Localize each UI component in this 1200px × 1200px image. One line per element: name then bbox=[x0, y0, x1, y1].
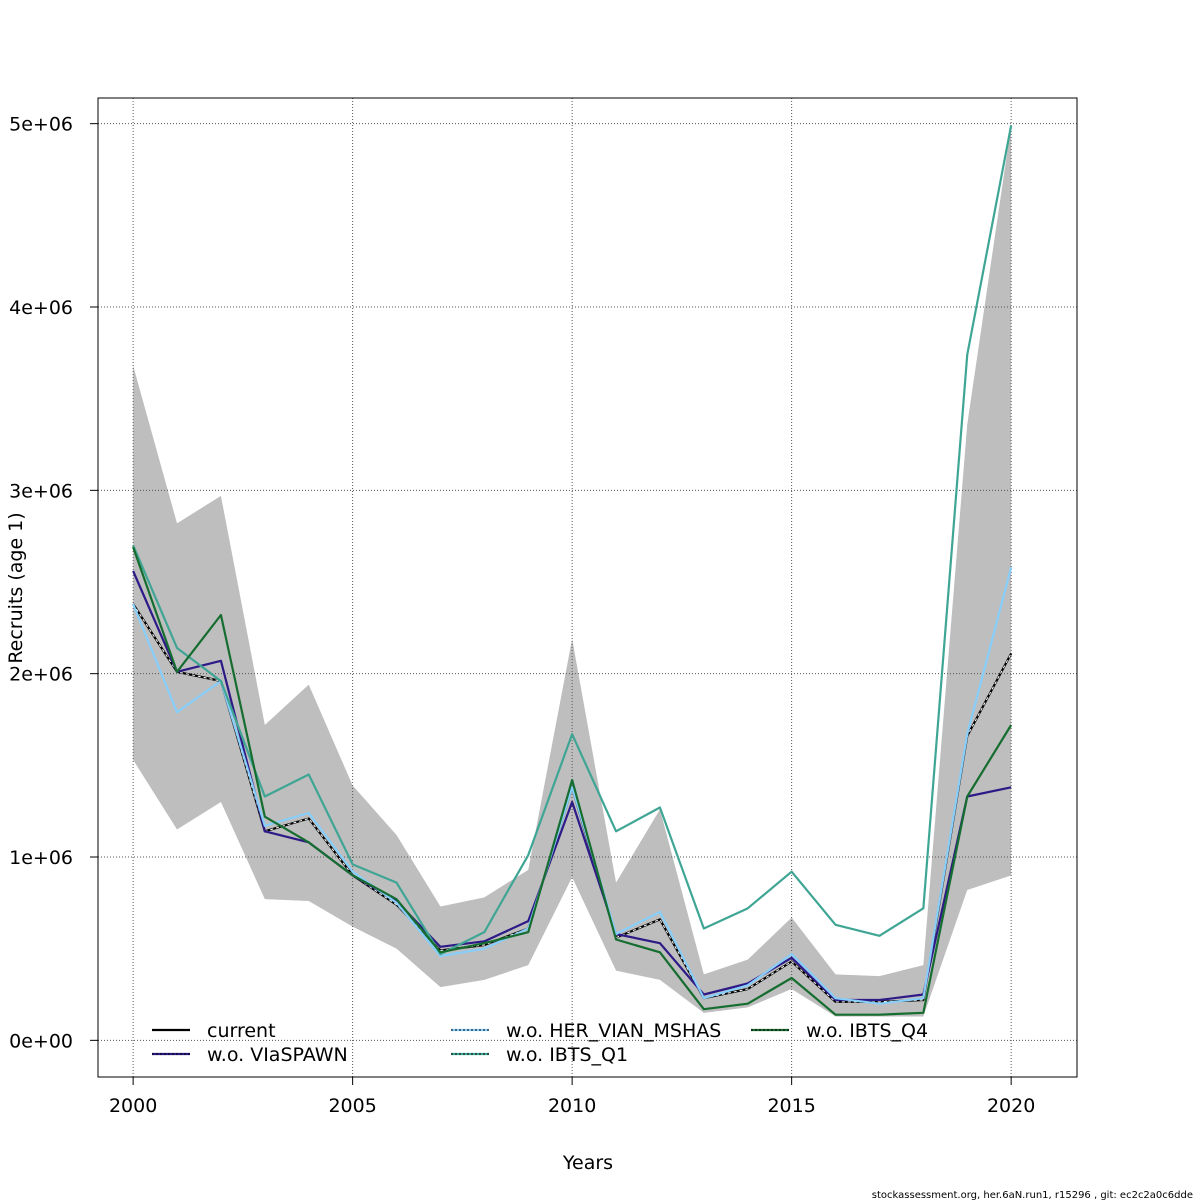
series-layer bbox=[132, 125, 1013, 1016]
series-line-2 bbox=[132, 567, 1013, 1005]
plot-frame bbox=[97, 97, 1078, 1078]
y-axis-title: Recruits (age 1) bbox=[5, 512, 27, 663]
legend-label-1: w.o. VIaSPAWN bbox=[207, 1044, 348, 1066]
y-tick-label: 0e+00 bbox=[9, 1030, 73, 1052]
x-tick-label: 2005 bbox=[328, 1095, 376, 1117]
confidence-band bbox=[133, 125, 1012, 1017]
x-tick-label: 2015 bbox=[767, 1095, 815, 1117]
legend-label-0: current bbox=[207, 1020, 276, 1042]
confidence-band-layer bbox=[133, 125, 1012, 1017]
series-line-4 bbox=[132, 546, 1013, 1016]
y-tick-label: 5e+06 bbox=[9, 114, 73, 136]
series-line-1 bbox=[132, 570, 1012, 1002]
x-tick-label: 2010 bbox=[548, 1095, 596, 1117]
legend-label-4: w.o. IBTS_Q4 bbox=[806, 1020, 928, 1042]
y-tick-label: 1e+06 bbox=[9, 847, 73, 869]
grid-layer bbox=[98, 98, 1077, 1077]
footer-credit: stockassessment.org, her.6aN.run1, r1529… bbox=[872, 1190, 1193, 1200]
y-tick-label: 4e+06 bbox=[9, 297, 73, 319]
axis-layer: 2000 2005 2010 2015 2020 0e+00 1e+06 2e+06 3e+06… bbox=[9, 114, 1035, 1117]
legend-label-3: w.o. IBTS_Q1 bbox=[506, 1044, 628, 1066]
y-tick-label: 2e+06 bbox=[9, 664, 73, 686]
series-line-3 bbox=[132, 125, 1013, 956]
x-tick-label: 2000 bbox=[109, 1095, 157, 1117]
y-tick-label: 3e+06 bbox=[9, 480, 73, 502]
x-tick-label: 2020 bbox=[987, 1095, 1035, 1117]
x-axis-title: Years bbox=[562, 1152, 613, 1174]
legend-label-2: w.o. HER_VIAN_MSHAS bbox=[506, 1020, 721, 1042]
